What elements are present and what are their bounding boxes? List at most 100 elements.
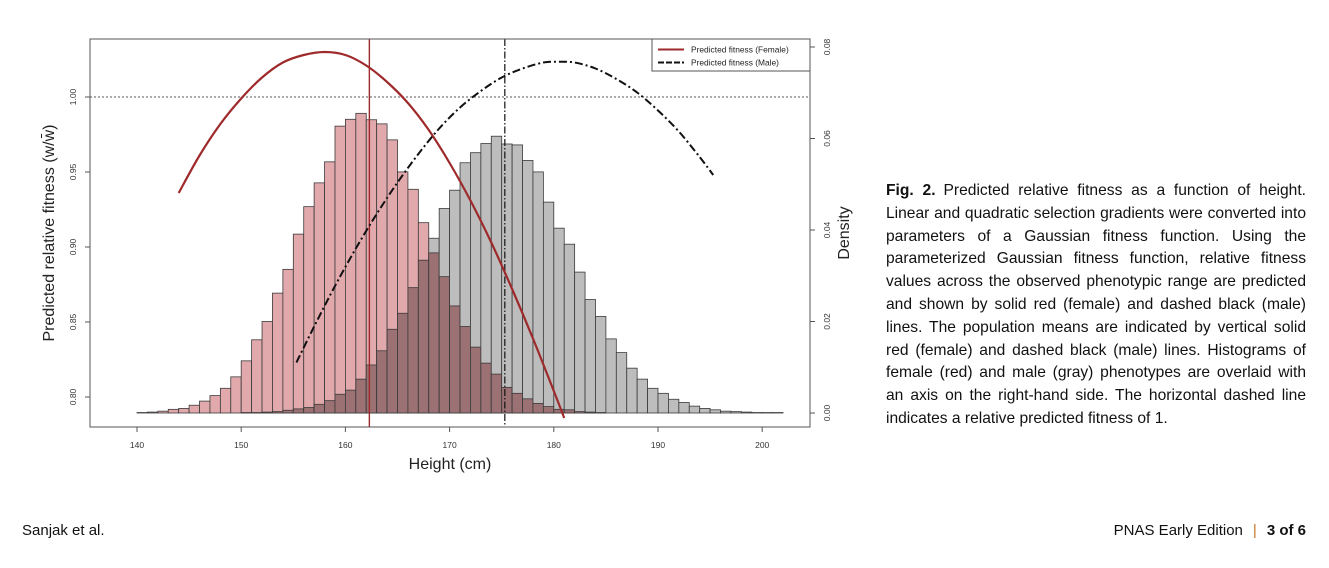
female-histogram-bar-overlap [428,252,440,414]
female-histogram-bar-overlap [542,406,555,414]
footer-page-number: 3 of 6 [1266,522,1306,539]
female-histogram-bar [303,206,315,414]
female-histogram-bar [261,321,273,414]
x-tick-label: 180 [547,440,561,450]
male-histogram-bar [657,392,669,414]
footer-journal-info: PNAS Early Edition | 3 of 6 [1114,522,1306,539]
female-histogram-bar [219,387,232,414]
y-right-tick-label: 0.06 [822,130,832,147]
female-histogram-bar [251,339,263,414]
female-histogram-bar-overlap [459,326,471,414]
caption-label: Fig. 2. [886,182,936,199]
male-histogram-bar-overlap [365,364,378,414]
female-histogram-bar-overlap [574,411,586,414]
male-fitness-curve [295,60,715,363]
female-histogram-bar [147,411,159,414]
y-left-tick-label: 0.90 [68,238,78,255]
male-histogram-bar [678,402,690,414]
female-histogram-bar-overlap [501,386,513,414]
female-histogram-bar-overlap [511,392,523,414]
legend-female-label: Predicted fitness (Female) [691,45,789,55]
figure-chart: 140 150 160 170 180 190 200 0.80 0.85 0.90 0.95 1.0… [41,38,853,473]
male-histogram-bar [584,299,596,414]
x-tick-label: 150 [234,440,248,450]
female-fitness-curve [177,50,566,419]
y-right-tick-label: 0.02 [822,313,832,330]
female-histogram-bar [313,182,325,414]
female-histogram-bar-overlap [522,398,534,414]
female-histogram-bar [178,408,190,414]
legend: Predicted fitness (Female) Predicted fit… [651,38,811,72]
female-histogram-bar-overlap [584,411,596,414]
male-histogram-bar-overlap [376,350,388,414]
female-histogram-bar [157,410,169,414]
male-histogram-bar-overlap [313,403,325,414]
x-tick-label: 190 [651,440,665,450]
male-histogram-bar-overlap [407,287,419,414]
female-histogram-bar-overlap [470,346,482,414]
y-right-tick-label: 0.04 [822,221,832,238]
y-right-tick-label: 0.08 [822,38,832,55]
footer-journal: PNAS Early Edition [1113,522,1243,539]
y-axis-left-title: Predicted relative fitness (w/w̄) [41,125,58,342]
female-histogram-bar [292,233,305,414]
female-histogram-bar [272,292,284,414]
y-left-tick-label: 1.00 [68,88,78,105]
figure-caption: Fig. 2. Predicted relative fitness as a f… [886,180,1306,431]
female-histogram-bar [188,404,200,414]
chart-lines [90,39,810,427]
male-histogram-bar-overlap [417,259,430,414]
female-histogram-bar [334,125,346,414]
male-histogram-bar-overlap [355,378,367,414]
x-tick-label: 140 [130,440,144,450]
male-histogram-bar [730,411,742,414]
male-histogram-bar [626,367,638,414]
male-histogram-bar-overlap [324,400,336,414]
female-histogram-bar [282,268,294,414]
female-histogram-bar-overlap [563,409,576,414]
x-tick-label: 200 [755,440,769,450]
male-histogram-bar-overlap [344,389,357,414]
female-histogram-bar [355,112,367,414]
male-histogram-bar [688,405,701,414]
male-histogram-bar [699,408,711,414]
female-histogram-bar [167,408,180,414]
male-histogram-bar [709,409,721,414]
male-histogram-bar [522,160,534,414]
female-histogram-bar [209,395,221,414]
male-histogram-bar [595,316,607,414]
female-histogram-bar-overlap [490,373,503,414]
axis-ticks: 140 150 160 170 180 190 200 0.80 0.85 0.90 0.95 1.0… [68,38,832,450]
legend-box [651,38,811,72]
female-histogram-bar-overlap [438,276,450,414]
male-histogram-bar [636,378,648,414]
female-histogram-bar [344,118,357,414]
y-left-tick-label: 0.95 [68,163,78,180]
female-histogram-bar [230,376,242,414]
y-left-tick-label: 0.85 [68,313,78,330]
caption-text: Predicted relative fitness as a function… [886,182,1306,427]
histogram-bars [136,112,784,414]
male-histogram-bar-overlap [282,409,294,414]
x-axis-title: Height (cm) [409,456,492,473]
footer-authors: Sanjak et al. [22,522,105,539]
male-histogram-bar [647,387,659,414]
male-histogram-bar [605,338,617,414]
y-left-tick-label: 0.80 [68,388,78,405]
female-histogram-bar-overlap [480,362,492,414]
female-histogram-bar-overlap [532,402,544,414]
footer-separator: | [1252,522,1257,539]
male-histogram-bar [490,135,503,414]
male-histogram-bar [668,398,680,414]
x-tick-label: 160 [338,440,352,450]
male-histogram-bar [511,144,523,414]
female-histogram-bar-overlap [449,305,461,414]
x-tick-label: 170 [443,440,457,450]
male-histogram-bar-overlap [261,411,273,414]
male-histogram-bar [720,410,732,414]
male-histogram-bar-overlap [386,328,398,414]
male-histogram-bar-overlap [334,393,346,414]
male-histogram-bar [532,171,544,414]
male-histogram-bar [553,227,565,414]
male-histogram-bar [542,201,555,414]
